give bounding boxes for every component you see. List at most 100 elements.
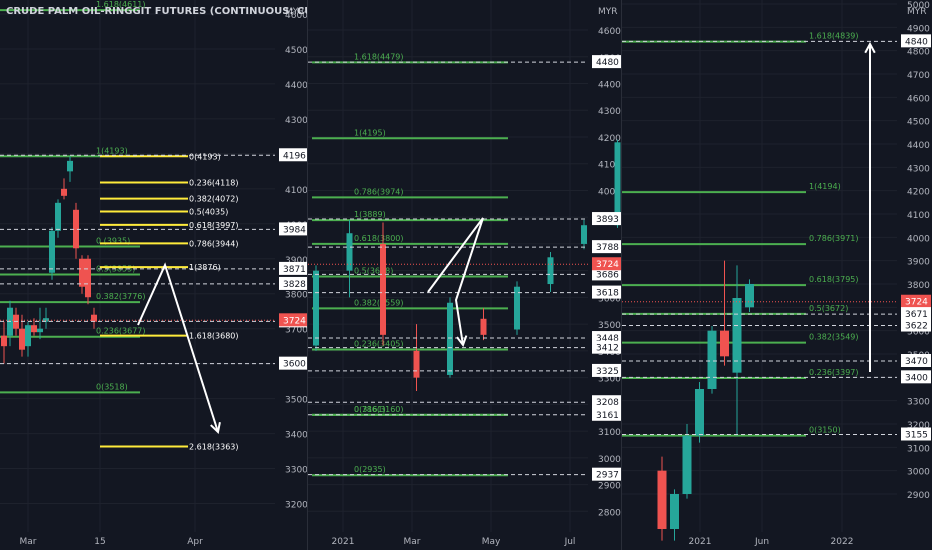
price-level-tag xyxy=(592,467,621,481)
middle-chart-svg[interactable]: 2800290030003100320033003400350036003700… xyxy=(308,0,621,550)
y-tick-label: 3200 xyxy=(285,501,307,511)
price-level-tag xyxy=(592,363,621,377)
price-level-tag xyxy=(592,395,621,409)
y-tick-label: 4000 xyxy=(907,234,930,244)
y-tick-label: 4500 xyxy=(285,46,307,56)
price-level-label: 3984 xyxy=(283,225,306,235)
candle-body xyxy=(670,494,679,529)
y-tick-label: 3500 xyxy=(598,321,621,331)
y-tick-label: 4200 xyxy=(598,134,621,144)
y-tick-label: 5000 xyxy=(907,1,930,11)
panel-divider[interactable] xyxy=(307,0,308,550)
fib-level-label: 1(4193) xyxy=(96,146,128,155)
fib-level-label: 0.5(3678) xyxy=(354,267,393,276)
fib-level-label: 1.618(4611) xyxy=(96,0,146,9)
fib-level-label: 0.382(3776) xyxy=(96,292,146,301)
fib-extension-label: 0.786(3944) xyxy=(189,239,239,248)
candle-body xyxy=(657,470,667,529)
fib-extension-label: 1(3876) xyxy=(189,263,221,272)
price-level-tag xyxy=(901,318,931,332)
price-level-label: 3400 xyxy=(905,373,928,383)
candle-body xyxy=(25,325,31,347)
candle-body xyxy=(682,435,692,494)
candle-body xyxy=(73,209,79,249)
chart-panel-middle[interactable]: 2800290030003100320033003400350036003700… xyxy=(308,0,621,550)
y-tick-label: 3700 xyxy=(285,326,307,336)
chart-panel-right[interactable]: 2900300031003200330034003500360037003800… xyxy=(622,0,932,550)
candle-body xyxy=(19,328,25,350)
candle-body xyxy=(79,258,85,287)
price-level-tag xyxy=(901,370,931,384)
current-price-tag xyxy=(592,257,621,271)
price-level-label: 3155 xyxy=(905,431,928,441)
y-tick-label: 3900 xyxy=(285,256,307,266)
x-tick-label: May xyxy=(482,537,501,547)
price-level-tag xyxy=(592,407,621,421)
y-tick-label: 3800 xyxy=(907,281,930,291)
candle-body xyxy=(413,350,420,378)
panel-divider[interactable] xyxy=(621,0,622,550)
candle-body xyxy=(581,225,587,244)
y-tick-label: 4400 xyxy=(285,81,307,91)
price-level-tag xyxy=(279,148,307,162)
currency-label: MYR xyxy=(907,7,927,17)
y-tick-label: 4300 xyxy=(598,107,621,117)
price-level-tag xyxy=(592,340,621,354)
candle-body xyxy=(732,298,742,373)
y-tick-label: 3600 xyxy=(598,294,621,304)
y-tick-label: 3800 xyxy=(285,291,307,301)
y-tick-label: 3600 xyxy=(907,328,930,338)
candle-body xyxy=(547,257,554,285)
arrow-head-icon xyxy=(210,421,221,434)
fib-level-label: 0(2935) xyxy=(354,465,386,474)
candle-body xyxy=(447,302,453,375)
fib-level-label: 0(3150) xyxy=(809,426,841,435)
left-chart-svg[interactable]: 3200330034003500360037003800390040004100… xyxy=(0,0,307,550)
fib-extension-label: 0.236(4118) xyxy=(189,179,239,188)
y-tick-label: 3300 xyxy=(598,375,621,385)
y-tick-label: 3000 xyxy=(907,468,930,478)
y-tick-label: 3300 xyxy=(285,466,307,476)
price-level-tag xyxy=(592,240,621,254)
y-tick-label: 4900 xyxy=(907,24,930,34)
y-tick-label: 4200 xyxy=(907,188,930,198)
y-tick-label: 3000 xyxy=(598,455,621,465)
y-tick-label: 3200 xyxy=(907,421,930,431)
current-price-label: 3724 xyxy=(905,298,928,308)
candle-body xyxy=(55,202,61,231)
price-level-label: 3208 xyxy=(596,398,619,408)
fib-extension-label: 0.5(4035) xyxy=(189,208,228,217)
candle-body xyxy=(380,243,386,335)
y-tick-label: 4400 xyxy=(907,141,930,151)
price-level-tag xyxy=(901,427,931,441)
fib-extension-label: 2.618(3363) xyxy=(189,443,239,452)
price-level-label: 4840 xyxy=(905,37,928,47)
price-level-label: 3788 xyxy=(596,243,619,253)
fib-level-label: 1(4194) xyxy=(809,182,841,191)
fib-level-label: 1(3889) xyxy=(354,210,386,219)
price-level-label: 3671 xyxy=(905,310,928,320)
x-tick-label: 2021 xyxy=(332,537,355,547)
candle-body xyxy=(514,286,520,330)
price-level-tag xyxy=(592,285,621,299)
current-price-label: 3724 xyxy=(283,316,306,326)
y-tick-label: 4300 xyxy=(285,116,307,126)
candle-body xyxy=(37,328,43,333)
fib-level-label: 0.618(3795) xyxy=(809,275,859,284)
chart-title: CRUDE PALM OIL-RINGGIT FUTURES (CONTINUO… xyxy=(6,6,307,17)
candle-body xyxy=(346,233,353,271)
fib-level-label: 0.382(3559) xyxy=(354,298,404,307)
price-level-label: 3161 xyxy=(596,411,619,421)
price-level-tag xyxy=(279,222,307,236)
chart-panel-left[interactable]: 3200330034003500360037003800390040004100… xyxy=(0,0,307,550)
right-chart-svg[interactable]: 2900300031003200330034003500360037003800… xyxy=(622,0,932,550)
price-level-label: 3412 xyxy=(596,344,619,354)
arrow-head-icon xyxy=(864,41,876,54)
fib-level-label: 0.618(3800) xyxy=(354,234,404,243)
x-tick-label: Jul xyxy=(564,537,576,547)
y-tick-label: 4100 xyxy=(285,186,307,196)
candle-body xyxy=(695,389,704,436)
y-tick-label: 2900 xyxy=(907,491,930,501)
candle-body xyxy=(1,335,7,347)
candle-body xyxy=(85,258,91,298)
